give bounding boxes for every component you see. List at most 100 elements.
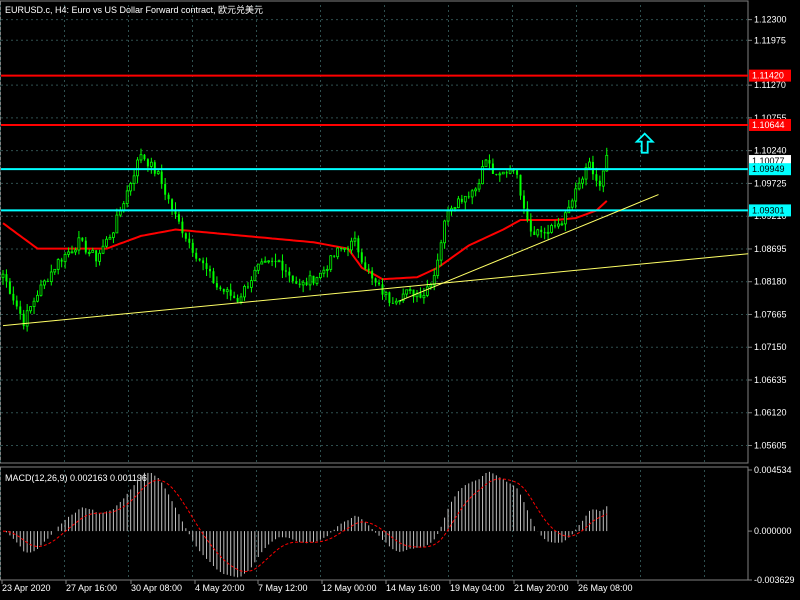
candle-body-bull bbox=[336, 247, 340, 258]
candle-body-bear bbox=[298, 283, 301, 285]
candle-body-bull bbox=[308, 275, 312, 286]
candle-body-bull bbox=[474, 188, 478, 192]
candle-body-bear bbox=[219, 287, 222, 289]
candle-body-bull bbox=[239, 296, 243, 303]
candle-body-bull bbox=[550, 225, 553, 233]
candle-body-bull bbox=[315, 277, 319, 284]
candle-body-bear bbox=[357, 238, 360, 253]
main-grid bbox=[0, 0, 749, 581]
candle-body-bull bbox=[277, 260, 281, 263]
candle-body-bull bbox=[408, 289, 412, 292]
candle-body-bear bbox=[540, 229, 543, 233]
candle-body-bull bbox=[115, 214, 119, 234]
candle-body-bear bbox=[212, 271, 215, 284]
candle-body-bear bbox=[184, 233, 187, 239]
price-axis: 1.12300 1.11975 1.11270 1.10755 1.10240 1.097… bbox=[748, 15, 791, 451]
candle-body-bull bbox=[329, 255, 333, 270]
candle-body-bear bbox=[529, 220, 532, 232]
trendlines bbox=[2, 194, 749, 327]
candle-body-bear bbox=[288, 271, 291, 276]
candle-body-bear bbox=[364, 262, 367, 269]
candle-body-bear bbox=[340, 248, 343, 250]
price-tick-label: 1.12300 bbox=[754, 15, 787, 25]
candle-body-bear bbox=[281, 260, 284, 271]
time-tick-label: 26 May 08:00 bbox=[578, 583, 633, 593]
up-arrow-shape bbox=[634, 132, 655, 154]
candle-body-bear bbox=[274, 260, 277, 262]
candle-body-bear bbox=[146, 159, 149, 167]
price-tick-label: 1.06635 bbox=[754, 375, 787, 385]
candle-body-bear bbox=[378, 282, 381, 285]
candle-body-bull bbox=[32, 300, 36, 307]
candle-body-bull bbox=[425, 286, 429, 296]
candle-body-bear bbox=[22, 313, 25, 327]
price-tick-label: 1.11270 bbox=[754, 80, 786, 90]
price-tick-label: 1.07150 bbox=[754, 342, 787, 352]
candle-body-bull bbox=[563, 212, 567, 225]
candle-body-bull bbox=[149, 161, 153, 167]
candle-body-bear bbox=[236, 298, 239, 302]
price-tag-label: 1.10644 bbox=[752, 120, 785, 130]
candle-body-bull bbox=[105, 238, 108, 247]
macd-tick-label: 0.000000 bbox=[754, 526, 792, 536]
candle-body-bull bbox=[67, 251, 70, 255]
candle-body-bear bbox=[222, 288, 225, 292]
price-tag-label: 1.09301 bbox=[752, 205, 785, 215]
candle-body-bull bbox=[484, 159, 488, 167]
candle-body-bull bbox=[322, 269, 326, 274]
candle-body-bear bbox=[467, 196, 470, 198]
candle-body-bull bbox=[581, 178, 584, 184]
candle-body-bull bbox=[557, 223, 560, 227]
candle-body-bull bbox=[125, 190, 129, 205]
price-tag bbox=[749, 118, 791, 131]
candle-body-bull bbox=[353, 237, 357, 242]
candle-body-bull bbox=[129, 183, 133, 192]
candle-body-bull bbox=[436, 259, 440, 276]
candle-body-bull bbox=[570, 200, 574, 208]
candle-body-bear bbox=[177, 214, 180, 222]
time-tick-label: 30 Apr 08:00 bbox=[131, 583, 182, 593]
price-tick-label: 1.08180 bbox=[754, 277, 787, 287]
candle-body-bear bbox=[371, 270, 374, 279]
candle-body-bull bbox=[301, 281, 305, 286]
candle-body-bull bbox=[605, 154, 609, 172]
candle-body-bull bbox=[432, 275, 436, 286]
candle-body-bear bbox=[84, 240, 87, 253]
candle-body-bear bbox=[229, 289, 232, 296]
candle-body-bear bbox=[347, 248, 349, 250]
candle-body-bull bbox=[384, 291, 388, 296]
candle-body-bear bbox=[209, 268, 211, 272]
candle-body-bear bbox=[305, 282, 308, 285]
candle-body-bear bbox=[160, 171, 163, 185]
price-tick-label: 1.10240 bbox=[754, 146, 787, 156]
candle-body-bear bbox=[460, 198, 463, 202]
candle-body-bear bbox=[153, 162, 156, 174]
macd-tick-label: 0.004534 bbox=[754, 465, 792, 475]
candle-body-bull bbox=[588, 161, 591, 168]
candle-body-bull bbox=[91, 249, 95, 253]
candle-body-bull bbox=[25, 310, 29, 327]
candle-body-bear bbox=[8, 281, 11, 294]
candle-body-bear bbox=[519, 174, 522, 196]
price-tag bbox=[749, 163, 791, 176]
candle-body-bear bbox=[516, 170, 519, 175]
candle-body-bear bbox=[554, 225, 556, 227]
candle-body-bull bbox=[39, 284, 43, 296]
candle-body-bear bbox=[233, 295, 236, 299]
candle-body-bull bbox=[263, 260, 267, 263]
candle-body-bear bbox=[5, 274, 8, 282]
candle-body-bull bbox=[574, 188, 578, 202]
candle-body-bear bbox=[12, 293, 15, 301]
candle-body-bear bbox=[19, 306, 22, 314]
time-tick-label: 14 May 16:00 bbox=[386, 583, 441, 593]
macd-histogram bbox=[5, 471, 608, 578]
candle-body-bull bbox=[1, 273, 5, 278]
candle-body-bear bbox=[388, 292, 391, 303]
candle-body-bull bbox=[350, 240, 353, 251]
candle-body-bear bbox=[591, 162, 594, 175]
candle-body-bull bbox=[243, 286, 246, 298]
candle-body-bear bbox=[512, 169, 515, 171]
candle-body-bear bbox=[598, 180, 601, 187]
candle-body-bull bbox=[87, 251, 91, 254]
